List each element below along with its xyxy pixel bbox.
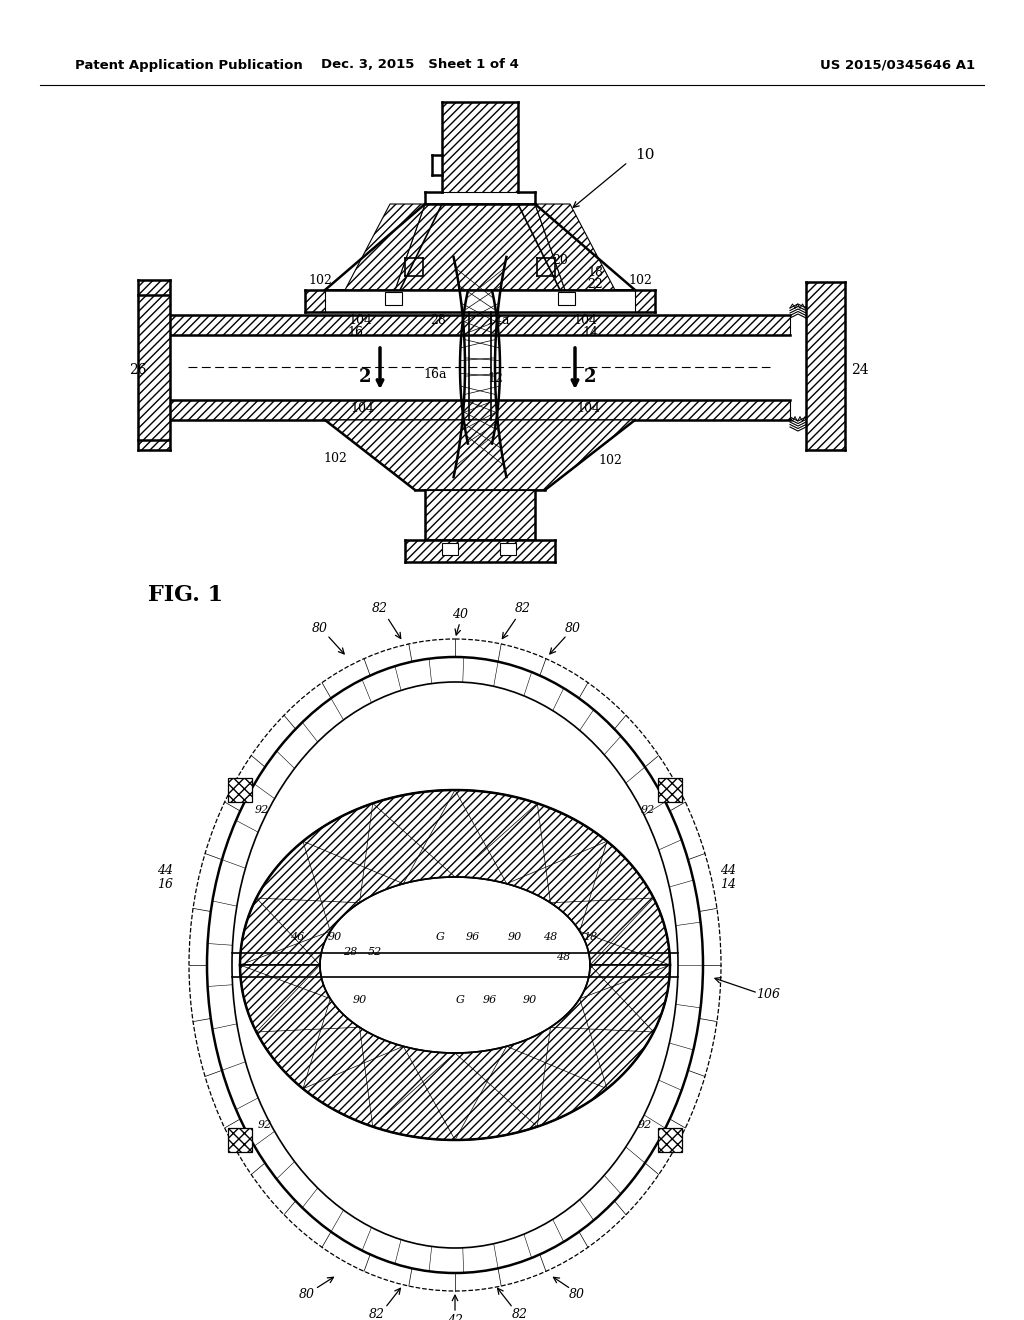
- Text: 92: 92: [255, 805, 269, 814]
- Text: 92: 92: [638, 1119, 652, 1130]
- Polygon shape: [325, 420, 635, 490]
- Polygon shape: [806, 282, 845, 450]
- Polygon shape: [425, 490, 535, 540]
- Text: 42: 42: [447, 1315, 463, 1320]
- Text: 106: 106: [756, 989, 780, 1002]
- Text: 90: 90: [508, 932, 522, 942]
- Text: G: G: [456, 995, 465, 1005]
- Polygon shape: [325, 205, 425, 290]
- Text: 82: 82: [372, 602, 388, 615]
- Text: 46: 46: [290, 932, 304, 942]
- Text: 90: 90: [353, 995, 368, 1005]
- Polygon shape: [635, 290, 655, 312]
- Polygon shape: [168, 400, 790, 420]
- Text: 80: 80: [312, 623, 328, 635]
- Text: 90: 90: [328, 932, 342, 942]
- Text: 48: 48: [543, 932, 557, 942]
- Bar: [442, 543, 458, 554]
- Text: 24: 24: [851, 363, 868, 378]
- Text: 10: 10: [635, 148, 654, 162]
- Polygon shape: [406, 540, 555, 562]
- Text: 28: 28: [430, 314, 445, 326]
- Text: 80: 80: [569, 1288, 585, 1302]
- Text: 102: 102: [323, 451, 347, 465]
- Polygon shape: [138, 294, 168, 310]
- Text: 82: 82: [369, 1308, 385, 1320]
- Polygon shape: [535, 205, 635, 290]
- Text: 48: 48: [556, 952, 570, 962]
- Text: 14: 14: [582, 326, 598, 339]
- Polygon shape: [442, 102, 518, 191]
- Text: 102: 102: [598, 454, 622, 466]
- Text: 104: 104: [573, 314, 597, 326]
- Text: G: G: [435, 932, 444, 942]
- Bar: [658, 777, 682, 803]
- Text: 104: 104: [575, 401, 600, 414]
- Text: 16: 16: [157, 879, 173, 891]
- Text: 44: 44: [157, 863, 173, 876]
- Text: 104: 104: [350, 401, 374, 414]
- Text: 22: 22: [587, 279, 603, 292]
- Text: 92: 92: [258, 1119, 272, 1130]
- Ellipse shape: [232, 682, 678, 1247]
- Text: 82: 82: [512, 1308, 528, 1320]
- Text: Dec. 3, 2015   Sheet 1 of 4: Dec. 3, 2015 Sheet 1 of 4: [322, 58, 519, 71]
- Text: 52: 52: [368, 946, 382, 957]
- Bar: [658, 1129, 682, 1152]
- Text: 82: 82: [515, 602, 531, 615]
- Bar: [500, 543, 516, 554]
- Text: 96: 96: [483, 995, 497, 1005]
- Text: 2: 2: [358, 368, 372, 385]
- Polygon shape: [395, 205, 565, 290]
- Bar: [228, 1129, 252, 1152]
- Text: Patent Application Publication: Patent Application Publication: [75, 58, 303, 71]
- Text: 20: 20: [552, 253, 568, 267]
- Text: 18: 18: [583, 932, 597, 942]
- Text: 80: 80: [565, 623, 581, 635]
- Text: 92: 92: [641, 805, 655, 814]
- Bar: [558, 292, 575, 305]
- Text: 2: 2: [584, 368, 596, 385]
- Text: 44: 44: [720, 863, 736, 876]
- Polygon shape: [168, 315, 790, 335]
- Bar: [228, 777, 252, 803]
- Polygon shape: [240, 965, 670, 1140]
- Text: 14a: 14a: [486, 314, 510, 326]
- Text: 80: 80: [299, 1288, 315, 1302]
- Polygon shape: [138, 280, 170, 450]
- Text: 102: 102: [628, 273, 652, 286]
- Text: 102: 102: [308, 273, 332, 286]
- Text: 14: 14: [720, 879, 736, 891]
- Text: 90: 90: [523, 995, 538, 1005]
- Text: 18: 18: [587, 265, 603, 279]
- Text: 40: 40: [452, 609, 468, 622]
- Bar: [658, 777, 682, 803]
- Text: 28: 28: [343, 946, 357, 957]
- Ellipse shape: [207, 657, 703, 1272]
- Text: 96: 96: [466, 932, 480, 942]
- Bar: [385, 292, 402, 305]
- Bar: [658, 1129, 682, 1152]
- Text: 12: 12: [487, 372, 503, 385]
- Text: 26: 26: [129, 363, 146, 378]
- Bar: [228, 777, 252, 803]
- Bar: [228, 1129, 252, 1152]
- Polygon shape: [138, 420, 168, 440]
- Text: FIG. 1: FIG. 1: [148, 583, 223, 606]
- Polygon shape: [305, 290, 325, 312]
- Text: 104: 104: [348, 314, 372, 326]
- Text: US 2015/0345646 A1: US 2015/0345646 A1: [820, 58, 975, 71]
- Text: 16: 16: [347, 326, 362, 339]
- Polygon shape: [240, 791, 670, 965]
- Text: 16a: 16a: [423, 368, 446, 381]
